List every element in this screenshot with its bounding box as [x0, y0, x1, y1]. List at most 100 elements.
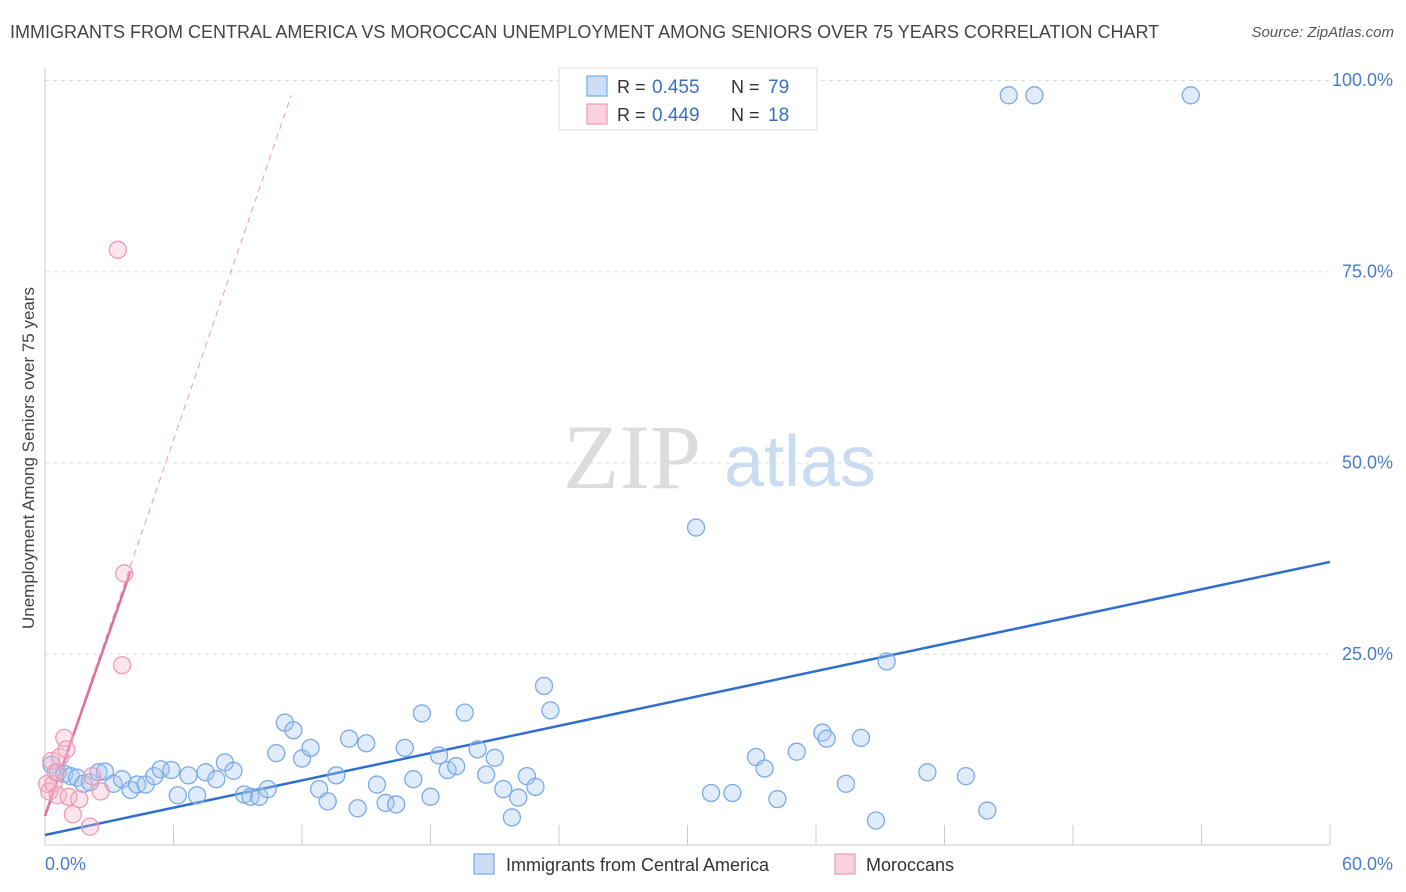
- x-tick-label: 0.0%: [45, 854, 86, 874]
- bottom-legend-label: Moroccans: [866, 855, 954, 875]
- blue-point: [502, 808, 522, 827]
- blue-point: [851, 728, 871, 748]
- blue-point: [162, 760, 181, 780]
- bottom-legend: Immigrants from Central America Moroccans: [473, 853, 954, 875]
- blue-point: [395, 738, 414, 757]
- blue-point: [196, 763, 215, 782]
- pink-point: [57, 740, 76, 759]
- pink-point: [63, 805, 82, 824]
- blue-point: [284, 721, 303, 740]
- legend-n-label: N =: [731, 105, 760, 125]
- source-credit: Source: ZipAtlas.com: [1251, 24, 1394, 41]
- y-tick-label: 75.0%: [1342, 261, 1393, 281]
- blue-point: [447, 757, 466, 776]
- blue-point: [723, 783, 742, 803]
- tick-labels: 25.0% 50.0% 75.0% 100.0% 0.0% 60.0%: [45, 70, 1393, 874]
- legend-swatch-blue: [586, 75, 608, 97]
- blue-point: [339, 729, 359, 748]
- blue-point: [207, 770, 226, 789]
- blue-point: [978, 801, 997, 820]
- y-axis-title: Unemployment Among Seniors over 75 years: [19, 287, 38, 629]
- blue-point: [918, 763, 937, 782]
- grid-lines: [45, 80, 1330, 655]
- pink-point: [42, 751, 61, 770]
- blue-point: [526, 777, 545, 797]
- legend-n-value: 79: [768, 77, 789, 98]
- blue-point: [768, 789, 787, 809]
- blue-point: [412, 704, 432, 723]
- blue-point: [318, 792, 337, 811]
- axes: [44, 68, 1331, 846]
- blue-point: [387, 795, 406, 814]
- blue-point: [168, 786, 187, 805]
- blue-point: [836, 774, 856, 793]
- pink-point: [46, 763, 65, 782]
- blue-point: [267, 744, 286, 763]
- bottom-legend-label: Immigrants from Central America: [506, 855, 770, 875]
- blue-point: [468, 740, 487, 759]
- pink-point: [112, 656, 132, 675]
- pink-point: [59, 787, 78, 806]
- blue-point: [258, 780, 277, 799]
- blue-point: [494, 780, 513, 799]
- blue-point: [357, 734, 376, 753]
- y-axis-title-group: Unemployment Among Seniors over 75 years: [19, 287, 38, 629]
- blue-point: [301, 738, 320, 757]
- y-tick-label: 100.0%: [1332, 70, 1393, 90]
- blue-point: [438, 760, 457, 780]
- bottom-legend-swatch-pink: [834, 853, 856, 875]
- legend: R = 0.455 N = 79 R = 0.449 N = 18: [558, 67, 818, 131]
- legend-r-label: R =: [617, 77, 646, 97]
- x-tick-label: 60.0%: [1342, 854, 1393, 874]
- watermark-atlas: atlas: [724, 422, 876, 502]
- chart-title: IMMIGRANTS FROM CENTRAL AMERICA VS MOROC…: [10, 22, 1160, 42]
- blue-point: [348, 799, 367, 818]
- pink-point: [91, 782, 110, 801]
- blue-point: [534, 676, 554, 696]
- pink-point: [70, 789, 89, 809]
- blue-point: [817, 729, 836, 748]
- pink-trend-line: [43, 570, 132, 817]
- blue-point: [485, 748, 504, 767]
- blue-point: [787, 742, 806, 761]
- legend-n-label: N =: [731, 77, 760, 97]
- blue-point: [877, 652, 896, 671]
- blue-point: [866, 811, 886, 830]
- blue-point: [179, 766, 198, 785]
- blue-point: [145, 767, 164, 786]
- y-tick-label: 25.0%: [1342, 644, 1393, 664]
- pink-point: [80, 817, 100, 836]
- pink-point: [55, 728, 74, 748]
- pink-point: [82, 767, 102, 786]
- legend-n-value: 18: [768, 105, 789, 126]
- legend-r-label: R =: [617, 105, 646, 125]
- blue-point: [999, 86, 1018, 105]
- blue-point: [224, 761, 243, 780]
- pink-point: [108, 240, 127, 259]
- blue-point: [1025, 86, 1044, 105]
- legend-r-value: 0.449: [652, 105, 700, 126]
- pink-point: [44, 774, 63, 793]
- blue-point: [429, 746, 449, 765]
- blue-point: [477, 765, 496, 784]
- blue-point: [541, 701, 560, 720]
- blue-point: [1181, 86, 1200, 105]
- blue-point: [701, 783, 721, 803]
- pink-point: [115, 564, 134, 583]
- bottom-legend-swatch-blue: [473, 853, 495, 875]
- watermark-zip: ZIP: [563, 406, 701, 508]
- blue-point: [327, 766, 346, 785]
- watermark: ZIP atlas: [563, 406, 876, 508]
- blue-point: [509, 788, 528, 807]
- blue-point: [686, 518, 706, 537]
- legend-r-value: 0.455: [652, 77, 700, 98]
- blue-point: [187, 786, 207, 805]
- blue-point: [455, 703, 474, 722]
- blue-point: [421, 787, 440, 806]
- blue-point: [755, 759, 774, 778]
- blue-point: [956, 767, 976, 786]
- y-tick-label: 50.0%: [1342, 453, 1393, 473]
- blue-point: [367, 775, 387, 794]
- blue-point: [404, 770, 423, 789]
